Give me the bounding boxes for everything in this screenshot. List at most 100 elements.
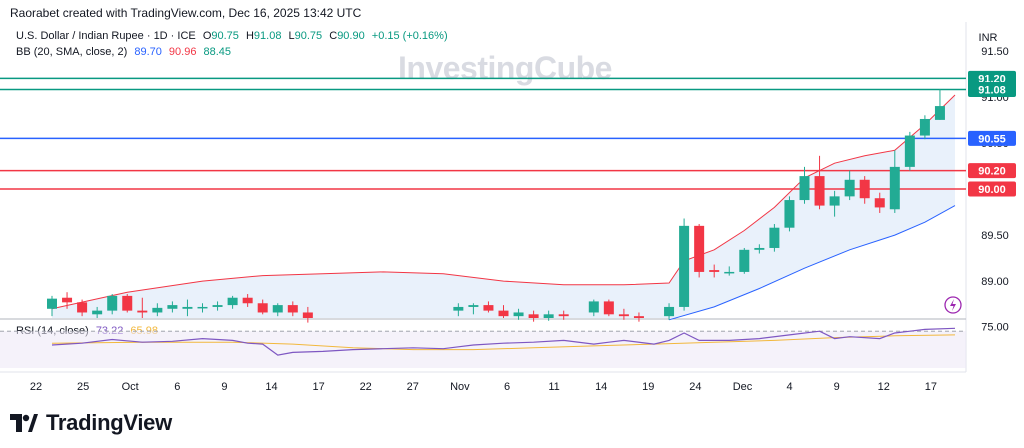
time-tick-label: 9 [221, 381, 227, 393]
candle-body [272, 305, 283, 313]
tradingview-brand: TradingView [46, 410, 172, 435]
candle [874, 192, 885, 213]
candle-body [257, 303, 268, 313]
rsi-line [51, 327, 956, 356]
candle [769, 224, 780, 252]
candle [543, 310, 554, 321]
bb-fill [52, 95, 955, 320]
candle [558, 310, 569, 320]
candle-body [92, 310, 103, 315]
close-label: C [329, 30, 338, 42]
high-label: H [245, 30, 254, 42]
candle-body [784, 200, 795, 228]
candle [784, 196, 795, 232]
candle [483, 301, 494, 313]
candle-body [287, 305, 298, 313]
level-badge: 90.55 [968, 130, 1016, 146]
candle [694, 224, 705, 278]
candle-body [874, 198, 885, 208]
candle-body [453, 306, 464, 311]
price-chart[interactable]: 91.5091.0090.5089.5089.0075.0091.2091.08… [0, 0, 1024, 410]
price-tick-label: 89.00 [981, 276, 1009, 288]
bb-lower-value: 88.45 [203, 46, 232, 58]
low-label: L [288, 30, 295, 42]
price-tick-label: 89.50 [981, 230, 1009, 242]
candle [709, 264, 720, 278]
ohlc-legend: U.S. Dollar / Indian Rupee · 1D · ICE O9… [16, 30, 452, 42]
open-value: 90.75 [211, 30, 239, 42]
time-tick-label: 11 [548, 381, 559, 393]
change-value: +0.15 (+0.16%) [371, 30, 448, 42]
candle [679, 218, 690, 311]
tradingview-logo-icon [10, 414, 38, 432]
candle-body [137, 310, 148, 313]
candle [182, 299, 193, 317]
candle-body [528, 314, 539, 318]
candle [62, 292, 73, 309]
close-value: 90.90 [337, 30, 365, 42]
alert-icon[interactable] [944, 296, 962, 314]
candle [287, 301, 298, 317]
candle [257, 299, 268, 315]
candle-body [814, 176, 825, 206]
candle [92, 306, 103, 318]
candle-body [302, 312, 313, 318]
candle-body [769, 227, 780, 248]
candle-body [513, 312, 524, 317]
candle [603, 299, 614, 317]
high-value: 91.08 [253, 30, 282, 42]
candle-body [483, 305, 494, 311]
candle [528, 310, 539, 322]
candle-body [799, 176, 810, 201]
candle-body [603, 301, 614, 315]
candle-body [664, 306, 675, 317]
time-tick-label: 14 [265, 381, 277, 393]
candle [588, 299, 599, 317]
low-value: 90.75 [294, 30, 323, 42]
time-tick-label: 25 [77, 381, 89, 393]
candle [633, 312, 644, 322]
candle-body [844, 179, 855, 197]
time-tick-label: Nov [450, 381, 470, 393]
candle-body [122, 295, 133, 311]
time-tick-label: 12 [878, 381, 890, 393]
time-tick-label: 9 [834, 381, 840, 393]
candle-body [679, 225, 690, 307]
candle-body [227, 297, 238, 306]
candle [77, 299, 88, 317]
time-tick-label: 22 [360, 381, 372, 393]
candle [904, 131, 915, 171]
candle [844, 170, 855, 201]
candle-body [694, 225, 705, 272]
candle [47, 295, 57, 317]
candle-body [859, 179, 870, 199]
level-badge-label: 90.20 [978, 166, 1006, 178]
candle-body [633, 316, 644, 318]
candle-body [919, 118, 930, 136]
candle-body [934, 106, 945, 120]
candle [919, 115, 930, 140]
level-badge-bg [968, 130, 1016, 146]
candle-body [107, 295, 118, 311]
candle [242, 294, 253, 307]
time-tick-label: 24 [689, 381, 701, 393]
candle [754, 244, 765, 254]
time-tick-label: 4 [787, 381, 793, 393]
rsi-ma-line [51, 334, 956, 351]
candle [272, 303, 283, 317]
candle-body [152, 307, 163, 313]
bb-lower-line [668, 205, 956, 321]
candle-body [77, 302, 88, 313]
candle-body [754, 247, 765, 250]
candle [453, 303, 464, 317]
candle [468, 303, 479, 315]
candle-body [618, 314, 629, 317]
candle [167, 301, 178, 313]
candle [889, 150, 900, 213]
level-badge-bg [968, 181, 1016, 197]
price-tick-label: 91.50 [981, 46, 1009, 58]
currency-label: INR [979, 32, 998, 44]
candle [814, 155, 825, 210]
time-tick-label: 6 [174, 381, 180, 393]
candle-body [242, 297, 253, 304]
